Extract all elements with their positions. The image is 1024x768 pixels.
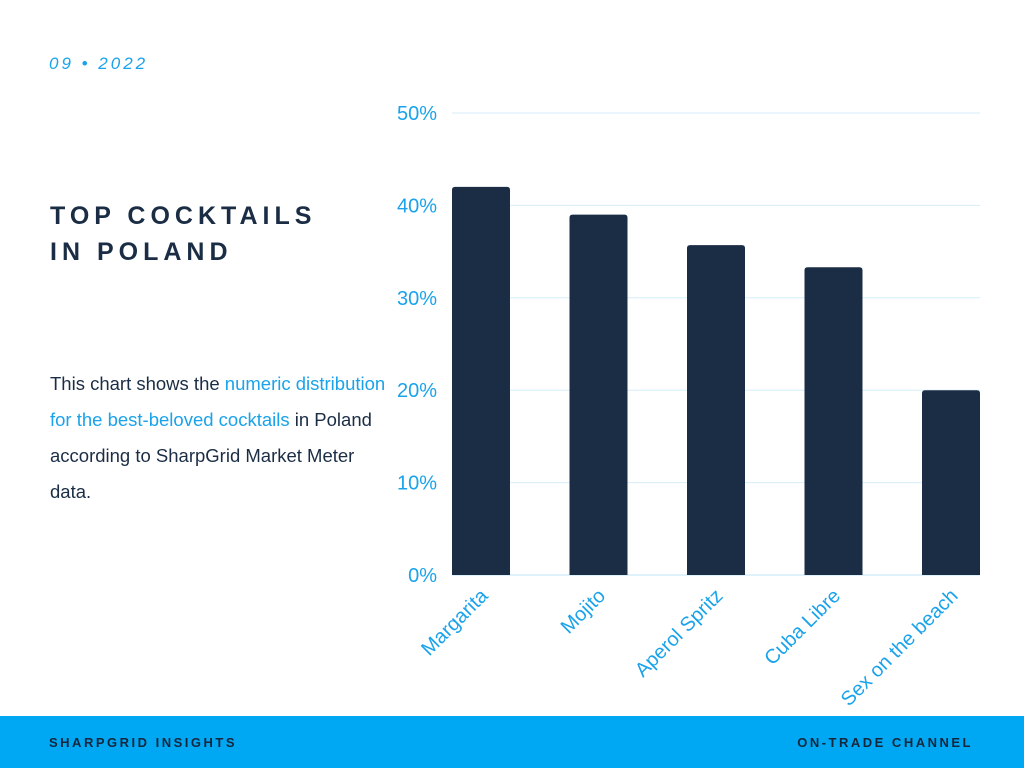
- footer-brand: SHARPGRID INSIGHTS: [49, 735, 238, 750]
- bar: [687, 245, 745, 575]
- description-highlight: numeric distribution for the best-belove…: [50, 373, 386, 430]
- page-title-line-1: TOP COCKTAILS: [50, 202, 317, 230]
- bar: [452, 186, 510, 576]
- description-text-1: This chart shows the: [50, 373, 225, 394]
- description-text-2: in Poland according to SharpGrid Market …: [50, 409, 372, 502]
- category-label: Aperol Spritz: [631, 585, 728, 682]
- y-tick-label: 40%: [397, 195, 437, 217]
- y-tick-label: 20%: [397, 380, 437, 402]
- y-tick-label: 10%: [397, 473, 437, 495]
- footer-channel: ON-TRADE CHANNEL: [797, 735, 973, 750]
- page-title-line-2: IN POLAND: [50, 238, 233, 266]
- page-title: TOP COCKTAILS IN POLAND: [50, 198, 380, 270]
- bar: [569, 214, 628, 575]
- category-label: Sex on the beach: [837, 585, 963, 711]
- chart-description: This chart shows the numeric distributio…: [50, 366, 390, 510]
- category-label: Cuba Libre: [760, 585, 845, 670]
- report-date: 09 • 2022: [49, 54, 149, 73]
- category-label: Mojito: [557, 585, 610, 638]
- y-tick-label: 0%: [408, 565, 437, 587]
- y-tick-label: 30%: [397, 288, 437, 310]
- bar: [804, 267, 863, 575]
- category-label: Margarita: [417, 584, 493, 660]
- bar: [922, 390, 980, 575]
- y-tick-label: 50%: [397, 103, 437, 125]
- bar-chart: 0% 10% 20% 30% 40% 50% Margarita Mojito Aperol S…: [397, 103, 980, 711]
- footer-bar: SHARPGRID INSIGHTS ON-TRADE CHANNEL: [0, 716, 1024, 768]
